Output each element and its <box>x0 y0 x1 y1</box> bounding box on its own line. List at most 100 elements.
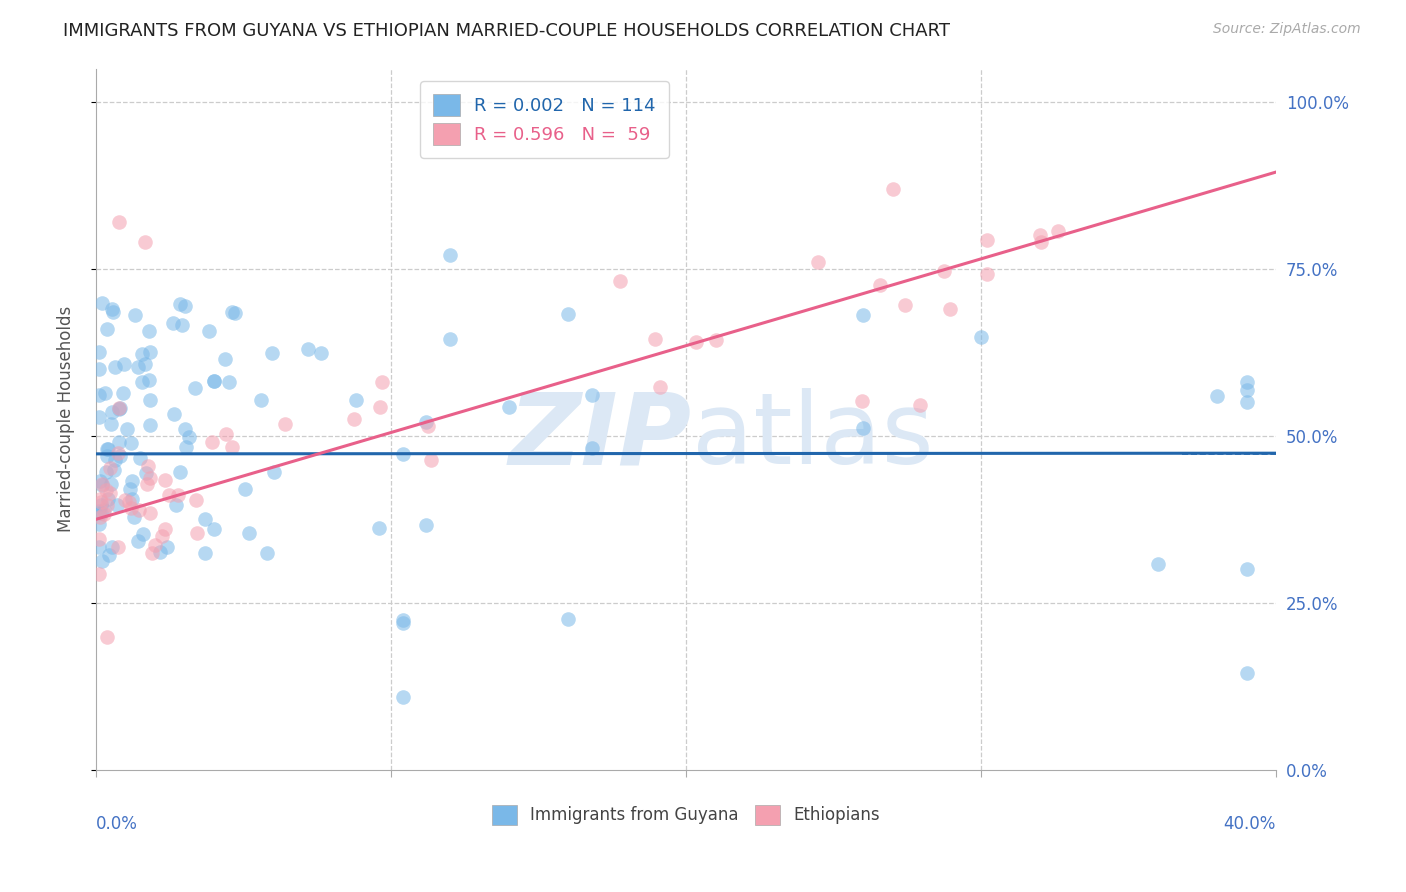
Text: ZIP: ZIP <box>509 388 692 485</box>
Point <box>136 476 159 491</box>
Point <box>557 307 579 321</box>
Point <box>392 615 415 630</box>
Point <box>221 440 243 454</box>
Point <box>311 346 333 360</box>
Point <box>174 299 197 313</box>
Point <box>134 358 156 372</box>
Point <box>135 467 157 481</box>
Point <box>96 449 118 463</box>
Point <box>90 296 112 310</box>
Point <box>100 417 122 431</box>
Point <box>439 248 461 262</box>
Point <box>263 465 285 479</box>
Text: Source: ZipAtlas.com: Source: ZipAtlas.com <box>1213 22 1361 37</box>
Point <box>162 316 184 330</box>
Point <box>238 525 260 540</box>
Point <box>202 374 225 388</box>
Point <box>94 465 117 479</box>
Point <box>224 305 246 319</box>
Point <box>200 435 222 450</box>
Point <box>120 436 142 450</box>
Point <box>139 470 162 484</box>
Text: 40.0%: 40.0% <box>1223 815 1277 833</box>
Point <box>89 491 111 506</box>
Y-axis label: Married-couple Households: Married-couple Households <box>58 306 75 533</box>
Point <box>807 255 830 269</box>
Point <box>644 332 666 346</box>
Text: 0.0%: 0.0% <box>96 815 138 833</box>
Point <box>91 554 114 568</box>
Point <box>107 401 129 416</box>
Point <box>105 499 128 513</box>
Point <box>852 308 875 322</box>
Point <box>138 393 160 408</box>
Point <box>609 274 631 288</box>
Point <box>107 540 129 554</box>
Point <box>370 400 392 414</box>
Point <box>1206 389 1229 403</box>
Point <box>112 386 135 401</box>
Point <box>581 387 603 401</box>
Point <box>108 449 131 463</box>
Text: atlas: atlas <box>692 388 934 485</box>
Point <box>107 446 129 460</box>
Point <box>172 318 194 332</box>
Point <box>557 612 579 626</box>
Point <box>344 392 367 407</box>
Point <box>262 346 284 360</box>
Point <box>970 330 993 344</box>
Point <box>869 277 891 292</box>
Point <box>1029 228 1052 243</box>
Point <box>165 498 187 512</box>
Point <box>174 440 197 454</box>
Point <box>104 359 127 374</box>
Point <box>131 526 153 541</box>
Point <box>197 324 219 338</box>
Point <box>100 540 122 554</box>
Point <box>177 430 200 444</box>
Point <box>131 346 153 360</box>
Point <box>186 525 208 540</box>
Point <box>976 233 998 247</box>
Point <box>128 503 150 517</box>
Point <box>932 264 955 278</box>
Point <box>256 546 278 560</box>
Point <box>114 493 136 508</box>
Point <box>418 418 440 433</box>
Point <box>194 511 217 525</box>
Point <box>107 215 129 229</box>
Point <box>976 267 998 281</box>
Point <box>218 375 240 389</box>
Point <box>371 376 394 390</box>
Point <box>650 380 672 394</box>
Point <box>101 405 124 419</box>
Point <box>87 362 110 376</box>
Point <box>1236 665 1258 680</box>
Point <box>87 516 110 531</box>
Point <box>1047 224 1070 238</box>
Point <box>100 461 122 475</box>
Point <box>103 462 125 476</box>
Point <box>167 488 190 502</box>
Point <box>1147 557 1170 571</box>
Point <box>121 474 143 488</box>
Point <box>173 421 195 435</box>
Point <box>852 421 875 435</box>
Point <box>498 400 520 414</box>
Point <box>118 482 141 496</box>
Point <box>186 493 208 508</box>
Point <box>97 442 120 456</box>
Point <box>87 345 110 359</box>
Point <box>108 401 131 415</box>
Point <box>214 426 236 441</box>
Point <box>1236 376 1258 390</box>
Point <box>101 302 124 317</box>
Point <box>392 613 415 627</box>
Point <box>183 381 205 395</box>
Point <box>96 498 118 512</box>
Point <box>96 442 118 457</box>
Point <box>202 374 225 388</box>
Point <box>101 304 124 318</box>
Point <box>134 235 156 249</box>
Point <box>141 546 163 560</box>
